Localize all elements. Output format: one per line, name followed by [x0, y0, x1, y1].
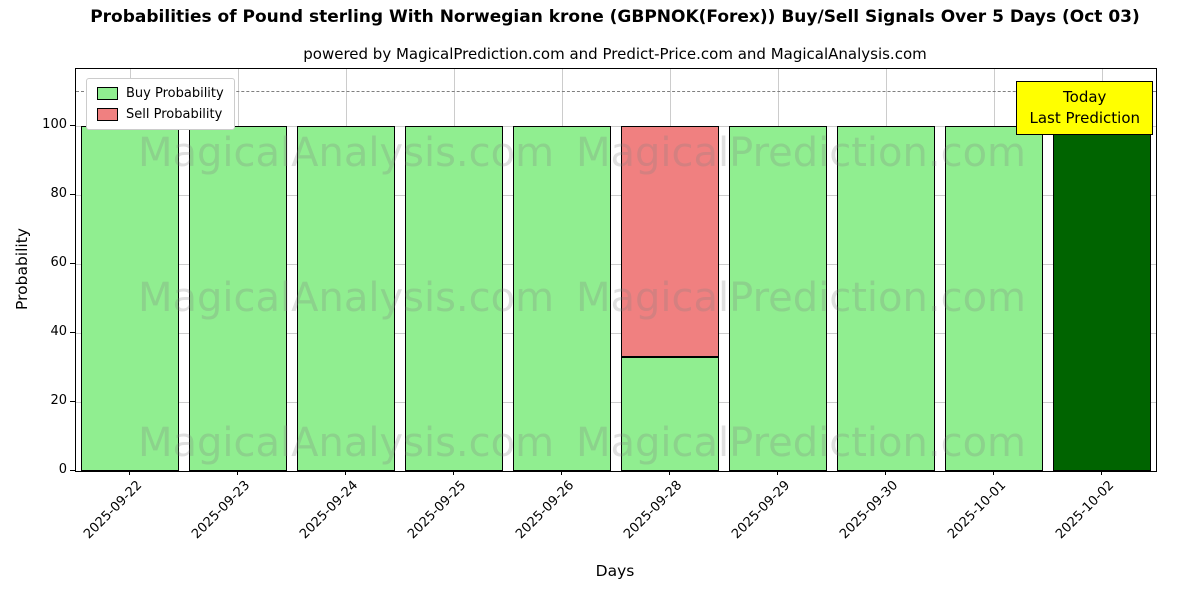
- x-tick-text: 2025-10-01: [945, 478, 1010, 543]
- y-tick-mark: [70, 470, 75, 471]
- x-tick-mark: [993, 470, 994, 475]
- horizontal-gridline: [76, 263, 1156, 265]
- watermark-text: MagicalAnalysis.com: [137, 130, 555, 176]
- x-tick-text: 2025-09-23: [189, 478, 254, 543]
- threshold-dashed-line: [76, 91, 1156, 93]
- y-tick-mark: [70, 124, 75, 126]
- legend-label-buy: Buy Probability: [126, 86, 224, 101]
- plot-area: Buy Probability Sell Probability Today L…: [75, 68, 1157, 472]
- horizontal-gridline: [76, 401, 1156, 403]
- y-tick-label: 20: [50, 392, 67, 408]
- y-tick-label: 40: [50, 323, 67, 339]
- bar-buy-segment: [513, 125, 611, 471]
- y-tick-mark: [70, 262, 75, 264]
- x-tick-text: 2025-09-28: [621, 478, 686, 543]
- buy-probability-swatch-icon: [97, 87, 118, 100]
- y-tick-mark: [70, 331, 75, 333]
- x-tick-mark: [777, 470, 778, 475]
- x-tick-mark: [1101, 470, 1102, 475]
- bar-buy-segment: [297, 125, 395, 471]
- legend: Buy Probability Sell Probability: [86, 78, 235, 130]
- watermark-text: MagicalAnalysis.com: [137, 275, 555, 321]
- x-tick-mark: [885, 470, 886, 475]
- x-tick-mark: [669, 470, 670, 475]
- bar-buy-segment: [729, 125, 827, 471]
- bar-buy-segment: [81, 125, 179, 471]
- y-tick-label: 60: [50, 254, 67, 270]
- watermark-text: MagicalAnalysis.com: [137, 420, 555, 466]
- watermark-text: MagicalPrediction.com: [576, 275, 1026, 321]
- y-tick-label: 100: [42, 116, 67, 132]
- legend-label-sell: Sell Probability: [126, 107, 223, 122]
- x-tick-text: 2025-09-30: [837, 478, 902, 543]
- bar-buy-segment: [945, 125, 1043, 471]
- horizontal-gridline: [76, 332, 1156, 334]
- bar-buy-segment: [621, 357, 719, 471]
- x-tick-mark: [561, 470, 562, 475]
- y-tick-mark: [70, 193, 75, 195]
- chart-subtitle: powered by MagicalPrediction.com and Pre…: [303, 45, 927, 63]
- x-tick-text: 2025-09-29: [729, 478, 794, 543]
- x-tick-mark: [453, 470, 454, 475]
- bar-sell-segment: [621, 125, 719, 358]
- today-annotation: Today Last Prediction: [1016, 81, 1153, 135]
- today-annotation-line1: Today: [1063, 88, 1107, 106]
- horizontal-gridline: [76, 125, 1156, 127]
- x-axis-label: Days: [595, 562, 635, 580]
- x-tick-text: 2025-09-24: [297, 478, 362, 543]
- y-tick-mark: [70, 400, 75, 402]
- y-tick-label: 0: [58, 462, 67, 477]
- today-annotation-line2: Last Prediction: [1029, 109, 1140, 127]
- x-tick-mark: [345, 470, 346, 475]
- bar-today-buy-segment: [1053, 125, 1151, 471]
- watermark-text: MagicalPrediction.com: [576, 420, 1026, 466]
- x-tick-mark: [129, 470, 130, 475]
- bar-buy-segment: [405, 125, 503, 471]
- x-tick-text: 2025-09-26: [513, 478, 578, 543]
- legend-item-buy: Buy Probability: [97, 86, 224, 101]
- horizontal-gridline: [76, 194, 1156, 196]
- x-tick-text: 2025-10-02: [1053, 478, 1118, 543]
- y-tick-label: 80: [50, 185, 67, 201]
- bar-buy-segment: [189, 125, 287, 471]
- chart-title: Probabilities of Pound sterling With Nor…: [90, 7, 1140, 27]
- sell-probability-swatch-icon: [97, 108, 118, 121]
- legend-item-sell: Sell Probability: [97, 107, 224, 122]
- bar-buy-segment: [837, 125, 935, 471]
- watermark-text: MagicalPrediction.com: [576, 130, 1026, 176]
- x-tick-text: 2025-09-25: [405, 478, 470, 543]
- x-tick-mark: [237, 470, 238, 475]
- x-tick-text: 2025-09-22: [81, 478, 146, 543]
